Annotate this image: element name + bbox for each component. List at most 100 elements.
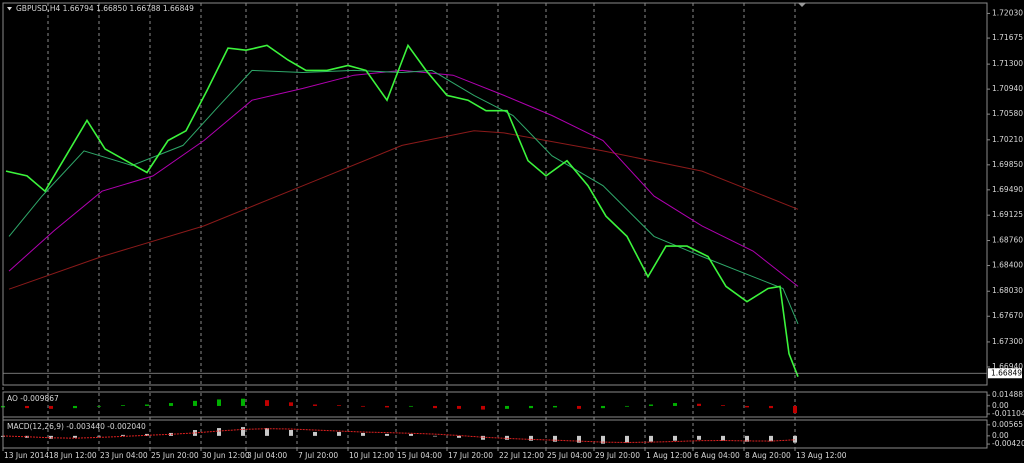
x-tick-label: 8 Aug 20:00 [745,451,791,460]
histogram-bar [673,435,677,441]
x-tick-label: 29 Jul 20:00 [595,451,640,460]
histogram-bar [289,402,293,406]
axes: 13 Jun 2014 18 Jun 12:00 23 Jun 04:00 25 Ju… [2,8,1024,460]
x-tick-label: 3 Jul 04:00 [247,451,287,460]
histogram-bar [649,404,653,406]
histogram-bar [121,434,125,436]
y-tick-label: 1.68400 [992,261,1023,270]
histogram-bar [409,433,413,436]
x-tick-label: 22 Jul 12:00 [499,451,544,460]
x-tick-label: 6 Aug 04:00 [694,451,740,460]
x-tick-label: 15 Jul 04:00 [397,451,442,460]
histogram-bar [793,435,797,443]
x-tick-label: 7 Jul 20:00 [298,451,338,460]
histogram-bar [145,404,149,406]
histogram-bar [769,435,773,442]
y-tick-label: 1.67670 [992,311,1023,320]
x-tick-label: 25 Jun 20:00 [151,451,199,460]
histogram-bar [577,405,581,409]
y-tick-label: 1.66940 [992,362,1023,371]
histogram-bar [697,403,701,406]
histogram-bar [457,405,461,409]
histogram-bar [313,431,317,436]
y-tick-label: 1.68760 [992,236,1023,245]
histogram-bar [529,405,533,409]
chart-shift-marker [798,3,806,7]
x-tick-label: 25 Jul 04:00 [547,451,592,460]
y-tick-label: 1.70580 [992,109,1023,118]
y-tick-label: 1.71675 [992,33,1023,42]
histogram-bar [385,433,389,436]
x-tick-label: 13 Jun 2014 [4,451,49,460]
histogram-bar [625,405,629,407]
price-line [8,69,799,287]
ao-title: AO -0.009867 [7,394,59,403]
signal-line [2,428,796,444]
histogram-bar [385,405,389,408]
histogram-bar [553,435,557,442]
histogram-bar [337,431,341,436]
histogram-bar [313,404,317,406]
histogram-bar [265,428,269,436]
price-line [5,43,799,377]
histogram-bar [337,405,341,406]
y-tick-label: -0.00420 [992,439,1024,448]
price-line [8,130,799,290]
histogram-bar [97,435,101,437]
x-tick-label: 23 Jun 04:00 [100,451,148,460]
x-tick-label: 18 Jun 12:00 [49,451,97,460]
histogram-bar [673,403,677,406]
histogram-bar [409,405,413,407]
x-tick-label: 30 Jun 12:00 [202,451,250,460]
histogram-bar [697,435,701,440]
histogram-bar [73,435,77,438]
histogram-bar [625,435,629,443]
histogram-bar [457,435,461,438]
y-tick-label: 0.014881 [992,390,1024,399]
histogram-bar [241,398,245,406]
x-tick-label: 1 Aug 12:00 [646,451,692,460]
histogram-bar [745,405,749,408]
plots [1,43,987,444]
macd-title: MACD(12,26,9) -0.003440 -0.002040 [7,422,146,431]
histogram-bar [265,400,269,406]
histogram-bar [193,400,197,406]
histogram-bar [121,405,125,406]
y-tick-label: -0.011046 [992,409,1024,418]
y-tick-label: 0.00 [992,401,1009,410]
histogram-bar [433,435,437,437]
histogram-bar [433,405,437,409]
histogram-bar [97,405,101,407]
histogram-bar [721,435,725,441]
histogram-bar [505,435,509,440]
y-tick-label: 1.69490 [992,185,1023,194]
x-tick-label: 10 Jul 12:00 [349,451,394,460]
histogram-bar [361,432,365,436]
histogram-bar [217,399,221,406]
main-title: GBPUSD,H4 1.66794 1.66850 1.66788 1.6684… [16,4,194,13]
symbol-menu-icon[interactable] [7,7,12,11]
y-tick-label: 1.69850 [992,160,1023,169]
histogram-bar [481,405,485,410]
histogram-bar [25,405,29,409]
histogram-bar [601,435,605,444]
y-tick-label: 1.72030 [992,8,1023,17]
histogram-bar [505,405,509,409]
y-tick-label: 1.68030 [992,286,1023,295]
macd-panel-frame [2,419,988,449]
last-price-box [988,368,1022,379]
last-price-label: 1.66849 [991,368,1022,377]
histogram-bar [649,435,653,442]
histogram-bar [289,430,293,436]
histogram-bar [361,405,365,407]
histogram-bar [217,428,221,436]
histogram-bar [73,405,77,409]
histogram-bar [241,427,245,436]
ao-panel-frame [2,391,988,418]
price-line [8,69,799,325]
y-tick-label: 1.71300 [992,59,1023,68]
x-tick-label: 13 Aug 12:00 [796,451,847,460]
histogram-bar [601,405,605,409]
